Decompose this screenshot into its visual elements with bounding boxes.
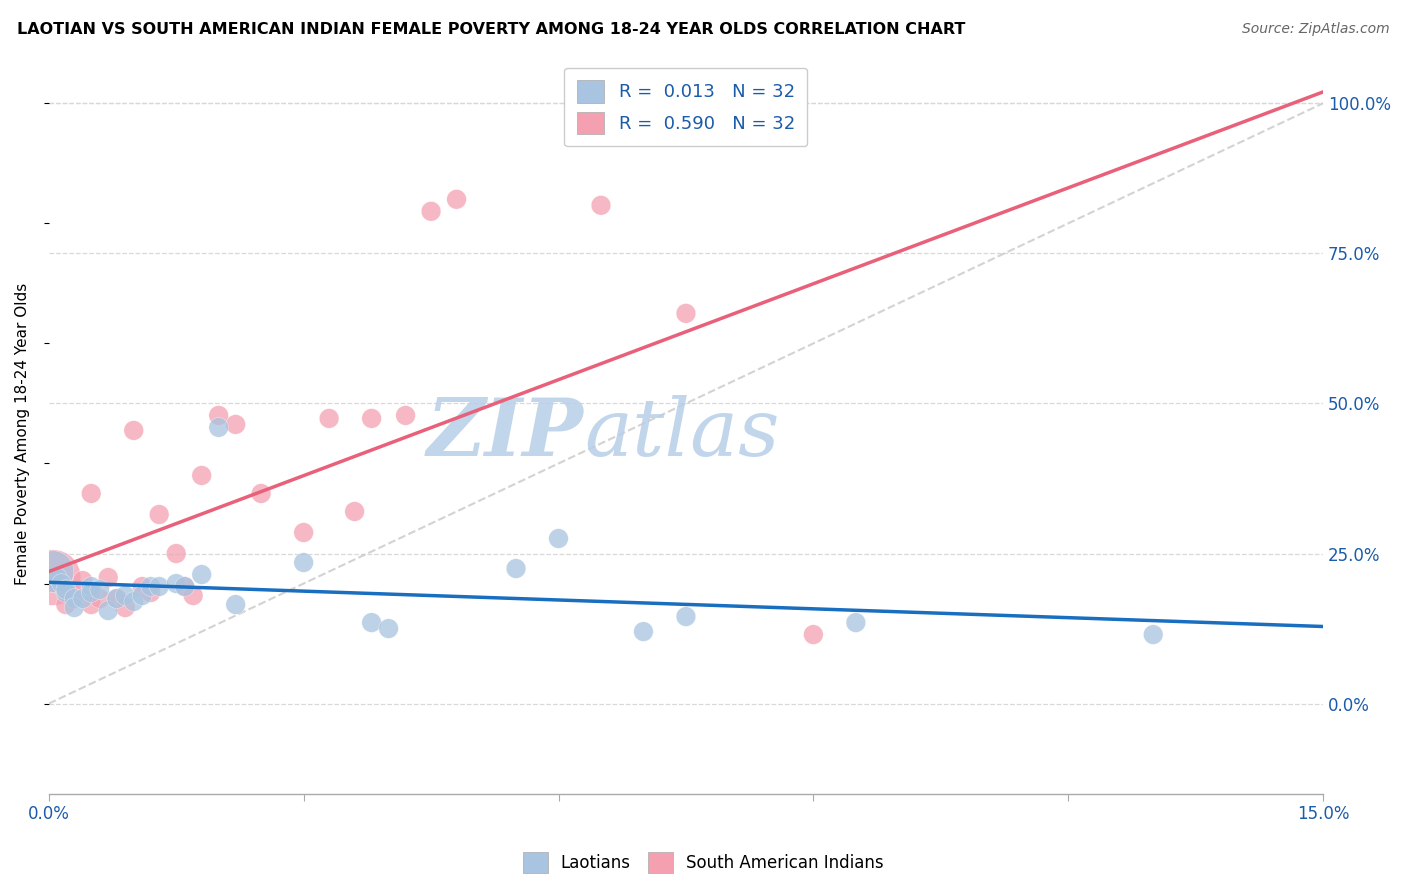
- Y-axis label: Female Poverty Among 18-24 Year Olds: Female Poverty Among 18-24 Year Olds: [15, 283, 30, 584]
- Point: [225, 417, 247, 432]
- Text: LAOTIAN VS SOUTH AMERICAN INDIAN FEMALE POVERTY AMONG 18-24 YEAR OLDS CORRELATIO: LAOTIAN VS SOUTH AMERICAN INDIAN FEMALE …: [17, 22, 966, 37]
- Point: [589, 198, 612, 212]
- Point: [505, 561, 527, 575]
- Point: [343, 504, 366, 518]
- Point: [80, 585, 103, 599]
- Point: [55, 582, 77, 597]
- Point: [394, 409, 416, 423]
- Point: [225, 598, 247, 612]
- Point: [80, 486, 103, 500]
- Point: [675, 609, 697, 624]
- Point: [131, 580, 153, 594]
- Point: [89, 582, 111, 597]
- Point: [292, 556, 315, 570]
- Point: [139, 580, 162, 594]
- Point: [803, 627, 825, 641]
- Text: atlas: atlas: [583, 394, 779, 472]
- Point: [165, 547, 187, 561]
- Legend: Laotians, South American Indians: Laotians, South American Indians: [516, 846, 890, 880]
- Point: [114, 600, 136, 615]
- Text: Source: ZipAtlas.com: Source: ZipAtlas.com: [1241, 22, 1389, 37]
- Point: [633, 624, 655, 639]
- Point: [208, 409, 231, 423]
- Point: [173, 580, 195, 594]
- Point: [114, 589, 136, 603]
- Point: [80, 598, 103, 612]
- Point: [63, 600, 86, 615]
- Point: [51, 576, 73, 591]
- Point: [1142, 627, 1164, 641]
- Point: [148, 580, 170, 594]
- Point: [318, 411, 340, 425]
- Point: [292, 525, 315, 540]
- Point: [55, 598, 77, 612]
- Point: [97, 603, 120, 617]
- Point: [446, 192, 468, 206]
- Point: [208, 420, 231, 434]
- Point: [190, 567, 212, 582]
- Point: [165, 576, 187, 591]
- Point: [360, 411, 382, 425]
- Point: [97, 570, 120, 584]
- Point: [63, 589, 86, 603]
- Legend: R =  0.013   N = 32, R =  0.590   N = 32: R = 0.013 N = 32, R = 0.590 N = 32: [564, 68, 807, 146]
- Point: [42, 565, 65, 579]
- Point: [377, 622, 399, 636]
- Point: [42, 570, 65, 584]
- Point: [181, 589, 204, 603]
- Point: [122, 424, 145, 438]
- Point: [675, 306, 697, 320]
- Point: [250, 486, 273, 500]
- Point: [46, 576, 69, 591]
- Point: [105, 591, 128, 606]
- Point: [190, 468, 212, 483]
- Point: [122, 594, 145, 608]
- Point: [80, 580, 103, 594]
- Point: [173, 580, 195, 594]
- Point: [148, 508, 170, 522]
- Point: [360, 615, 382, 630]
- Point: [72, 574, 94, 588]
- Point: [845, 615, 868, 630]
- Point: [420, 204, 443, 219]
- Text: ZIP: ZIP: [427, 394, 583, 472]
- Point: [105, 591, 128, 606]
- Point: [547, 532, 569, 546]
- Point: [131, 589, 153, 603]
- Point: [46, 570, 69, 584]
- Point: [139, 585, 162, 599]
- Point: [72, 591, 94, 606]
- Point: [55, 585, 77, 599]
- Point: [89, 591, 111, 606]
- Point: [63, 591, 86, 606]
